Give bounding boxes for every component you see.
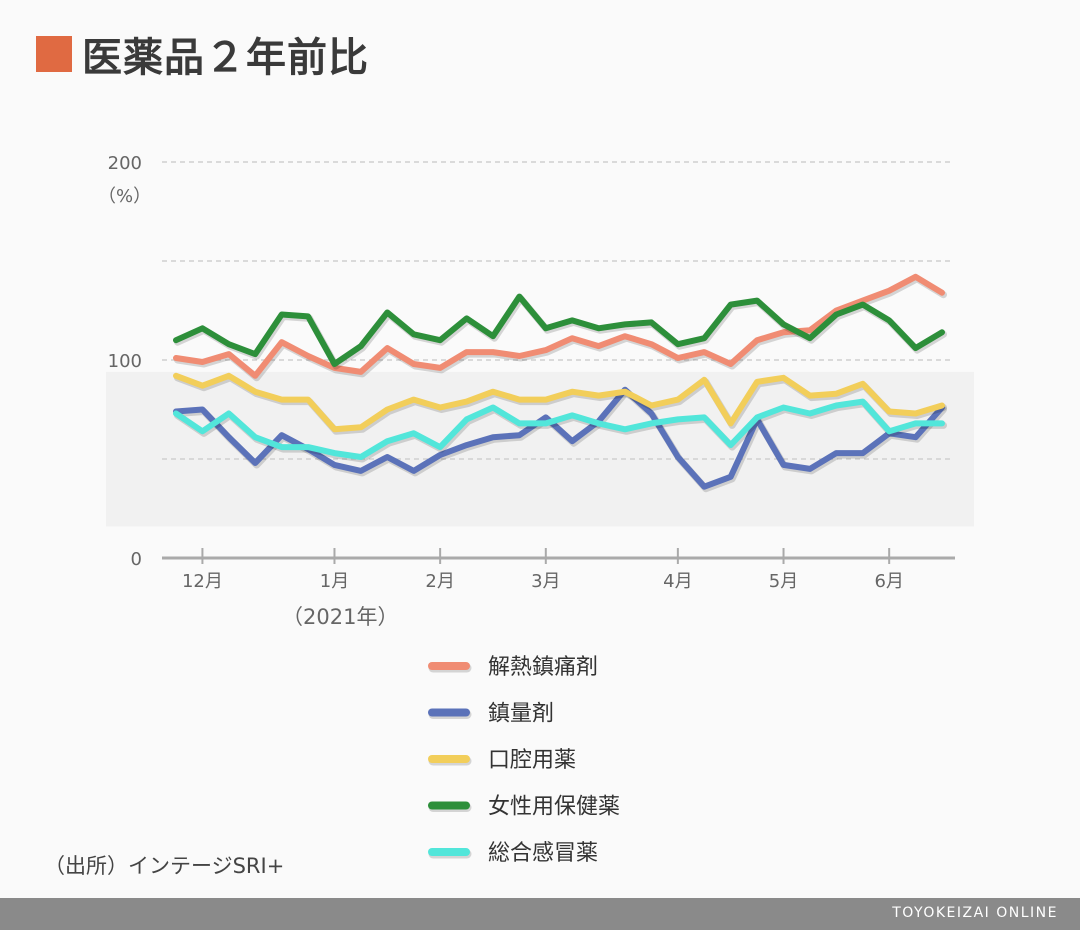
line-chart: 0 100 200 （%） 12月 1月 2月 3月 4月 5月 6月 （2021年） 解熱鎮痛… — [98, 153, 955, 866]
chart-title: 医薬品２年前比 — [82, 35, 369, 81]
x-tick-label: 1月 — [320, 571, 349, 592]
y-tick-label: 0 — [131, 549, 142, 570]
y-axis-ticks: 0 100 200 — [108, 153, 142, 570]
legend-label-2: 口腔用薬 — [488, 748, 576, 773]
series-lines — [173, 273, 947, 493]
x-tick-label: 12月 — [182, 571, 223, 592]
series-line-3 — [173, 293, 945, 367]
series-line-shadow — [174, 295, 947, 370]
year-note: （2021年） — [282, 605, 398, 629]
y-tick-label: 200 — [108, 153, 142, 174]
footer-bar: TOYOKEIZAI ONLINE — [0, 898, 1080, 930]
brand-label: TOYOKEIZAI ONLINE — [892, 905, 1058, 921]
x-tick-label: 4月 — [663, 571, 692, 592]
legend-label-4: 総合感冒薬 — [488, 841, 598, 866]
x-tick-label: 3月 — [531, 571, 560, 592]
x-axis-ticks: 12月 1月 2月 3月 4月 5月 6月 — [182, 548, 904, 592]
legend-label-0: 解熱鎮痛剤 — [488, 655, 598, 680]
series-line-2 — [173, 372, 945, 433]
title-square-icon — [36, 36, 72, 72]
x-tick-label: 5月 — [769, 571, 798, 592]
x-tick-label: 2月 — [425, 571, 454, 592]
x-tick-label: 6月 — [874, 571, 903, 592]
legend-label-3: 女性用保健薬 — [488, 795, 620, 820]
series-line-4 — [173, 398, 945, 460]
title-block: 医薬品２年前比 — [36, 30, 369, 81]
y-tick-label: 100 — [108, 351, 142, 372]
legend-label-1: 鎮量剤 — [488, 702, 554, 727]
series-line-0 — [173, 273, 945, 379]
y-axis-unit: （%） — [98, 186, 151, 207]
source-note: （出所）インテージSRI+ — [44, 854, 285, 878]
